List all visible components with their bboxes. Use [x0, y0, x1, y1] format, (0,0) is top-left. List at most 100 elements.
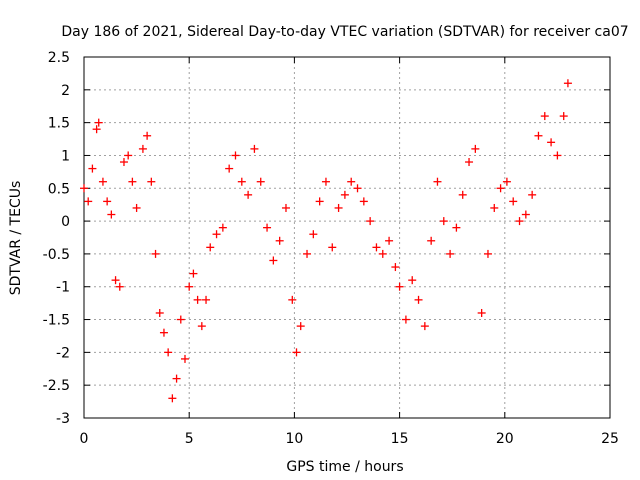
y-axis-label: SDTVAR / TECUs	[8, 181, 24, 296]
data-point	[292, 348, 301, 357]
data-point	[401, 315, 410, 324]
data-point	[256, 177, 265, 186]
axis-ticks	[83, 56, 611, 419]
data-point	[193, 295, 202, 304]
data-point	[303, 249, 312, 258]
x-tick-label: 5	[185, 431, 194, 447]
data-point	[534, 131, 543, 140]
data-point	[414, 295, 423, 304]
x-tick-labels: 0 5 10 15 20 25	[80, 431, 619, 447]
y-tick-label: -1	[56, 280, 70, 296]
data-point	[502, 177, 511, 186]
data-point	[347, 177, 356, 186]
data-point	[231, 151, 240, 160]
data-point	[119, 158, 128, 167]
data-point	[128, 177, 137, 186]
data-point	[107, 210, 116, 219]
data-point	[321, 177, 330, 186]
data-point	[185, 282, 194, 291]
data-point	[80, 184, 88, 193]
data-point	[372, 243, 381, 252]
data-point	[547, 138, 556, 147]
data-point	[366, 217, 375, 226]
data-point	[98, 177, 107, 186]
data-point	[168, 394, 177, 403]
data-point	[309, 230, 318, 239]
data-point	[189, 269, 198, 278]
data-point	[452, 223, 461, 232]
data-point	[446, 249, 455, 258]
x-tick-label: 15	[391, 431, 409, 447]
data-point	[155, 308, 164, 317]
data-point	[288, 295, 297, 304]
data-point	[88, 164, 97, 173]
data-point	[202, 295, 211, 304]
data-point	[515, 217, 524, 226]
data-point	[244, 190, 253, 199]
y-tick-label: 1.5	[48, 116, 70, 132]
data-point	[263, 223, 272, 232]
data-point	[315, 197, 324, 206]
data-point	[180, 354, 189, 363]
data-point	[218, 223, 227, 232]
data-point	[281, 203, 290, 212]
y-tick-label: -2	[56, 345, 70, 361]
data-point	[176, 315, 185, 324]
data-point	[172, 374, 181, 383]
data-point	[483, 249, 492, 258]
data-point	[521, 210, 530, 219]
grid-lines	[84, 57, 610, 418]
data-point	[553, 151, 562, 160]
plot-frame	[83, 56, 611, 419]
data-point	[528, 190, 537, 199]
data-point	[439, 217, 448, 226]
y-tick-label: -3	[56, 411, 70, 427]
data-point	[151, 249, 160, 258]
data-point	[84, 197, 93, 206]
data-point	[275, 236, 284, 245]
data-point	[509, 197, 518, 206]
data-point	[359, 197, 368, 206]
y-tick-label: 1	[61, 148, 70, 164]
data-point	[124, 151, 133, 160]
data-point	[391, 263, 400, 272]
y-tick-label: -1.5	[43, 313, 70, 329]
data-point	[197, 322, 206, 331]
data-point	[477, 308, 486, 317]
data-point	[563, 79, 572, 88]
data-point	[296, 322, 305, 331]
data-point	[250, 144, 259, 153]
x-tick-label: 20	[496, 431, 514, 447]
data-point	[225, 164, 234, 173]
data-point	[132, 203, 141, 212]
data-point	[103, 197, 112, 206]
data-point	[328, 243, 337, 252]
data-point	[340, 190, 349, 199]
x-tick-label: 25	[601, 431, 619, 447]
data-point	[378, 249, 387, 258]
data-point	[385, 236, 394, 245]
data-point	[420, 322, 429, 331]
data-points	[80, 79, 572, 403]
data-point	[164, 348, 173, 357]
data-point	[212, 230, 221, 239]
chart-title: Day 186 of 2021, Sidereal Day-to-day VTE…	[61, 24, 628, 40]
data-point	[143, 131, 152, 140]
data-point	[540, 112, 549, 121]
data-point	[138, 144, 147, 153]
data-point	[159, 328, 168, 337]
data-point	[496, 184, 505, 193]
data-point	[92, 125, 101, 134]
y-tick-labels: -3 -2.5 -2 -1.5 -1 -0.5 0 0.5 1 1.5 2 2.5	[43, 50, 70, 427]
data-point	[206, 243, 215, 252]
x-tick-label: 10	[285, 431, 303, 447]
data-point	[115, 282, 124, 291]
data-point	[334, 203, 343, 212]
x-tick-label: 0	[80, 431, 89, 447]
data-point	[465, 158, 474, 167]
data-point	[559, 112, 568, 121]
y-tick-label: -2.5	[43, 378, 70, 394]
y-tick-label: 2.5	[48, 50, 70, 66]
y-tick-label: 0.5	[48, 181, 70, 197]
data-point	[395, 282, 404, 291]
